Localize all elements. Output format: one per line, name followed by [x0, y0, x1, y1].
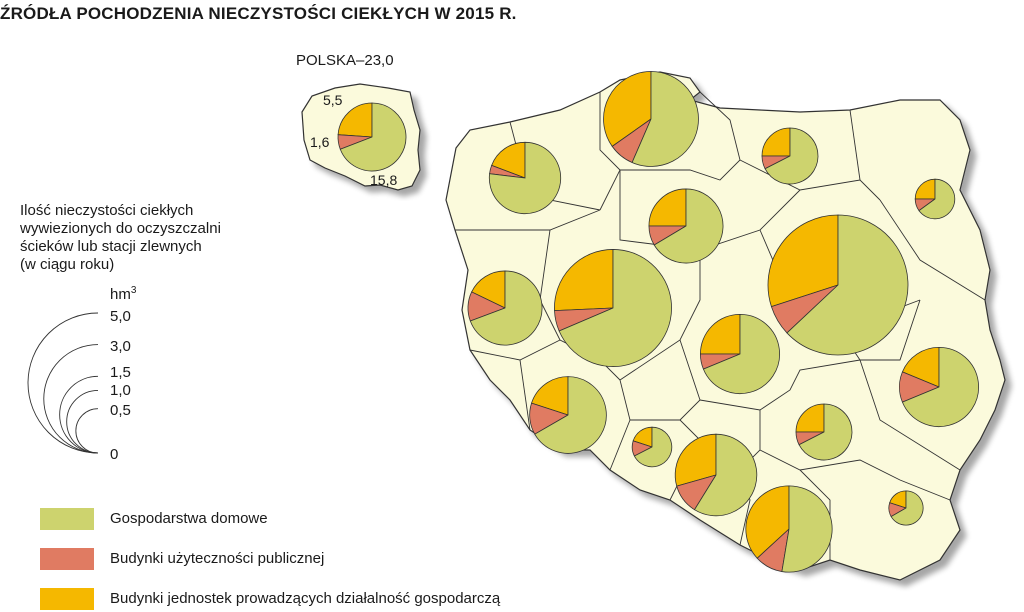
pie-slice-jednostek — [674, 433, 717, 487]
inset-value-gospodarstwa: 15,8 — [370, 172, 398, 188]
scale-title-line: ścieków lub stacji zlewnych — [20, 238, 202, 255]
scale-label: 1,5 — [110, 364, 131, 381]
scale-label: 0,5 — [110, 402, 131, 419]
pie-region — [488, 141, 562, 215]
scale-unit: hm3 — [110, 285, 136, 303]
pie-region — [674, 433, 758, 517]
pie-slice-jednostek — [761, 127, 791, 157]
pie-slice-jednostek — [554, 249, 614, 312]
size-scale — [27, 312, 99, 454]
pie-slice-jednostek — [901, 347, 940, 388]
pie-slice-gospodarstwa — [890, 490, 924, 526]
pie-slice-gospodarstwa — [702, 314, 780, 394]
pie-slice-jednostek — [531, 376, 569, 416]
scale-unit-text: hm — [110, 286, 131, 303]
pie-region — [914, 178, 956, 220]
scale-title-line: Ilość nieczystości ciekłych — [20, 202, 194, 219]
pie-slice-gospodarstwa — [488, 141, 562, 215]
legend-label: Gospodarstwa domowe — [110, 510, 268, 527]
pie-slice-gospodarstwa — [633, 426, 673, 468]
scale-label: 3,0 — [110, 338, 131, 355]
pie-region — [745, 485, 833, 573]
pie-region — [700, 314, 780, 394]
pie-region — [899, 347, 979, 427]
scale-label: 5,0 — [110, 308, 131, 325]
pie-slice-jednostek — [914, 178, 936, 200]
scale-circle — [59, 375, 99, 454]
inset-value-budynki-jednostek: 5,5 — [323, 92, 343, 108]
pie-slice-gospodarstwa — [781, 485, 833, 573]
pie-region — [529, 376, 607, 454]
pie-slice-jednostek — [648, 188, 687, 227]
legend-swatch — [40, 548, 94, 570]
pie-slice-jednostek — [795, 403, 825, 433]
pie-slice-jednostek — [471, 270, 506, 309]
pie-slice-gospodarstwa — [764, 127, 819, 185]
pie-region — [888, 490, 924, 526]
pie-slice-jednostek — [603, 71, 652, 147]
scale-label: 1,0 — [110, 382, 131, 399]
pie-region — [795, 403, 853, 461]
legend-label: Budynki jednostek prowadzących działalno… — [110, 590, 501, 607]
pie-slice-gospodarstwa — [693, 433, 758, 517]
pie-slice-gospodarstwa — [631, 71, 699, 167]
legend-swatch — [40, 508, 94, 530]
pie-slice-gospodarstwa — [558, 249, 672, 367]
scale-title-line: (w ciągu roku) — [20, 256, 115, 273]
scale-label: 0 — [110, 446, 119, 463]
pie-slice-jednostek — [700, 314, 741, 355]
pie-slice-jednostek — [337, 102, 373, 138]
scale-circle — [75, 408, 99, 454]
pie-slice-gospodarstwa — [339, 102, 407, 172]
pie-region — [631, 426, 673, 468]
inset-label: POLSKA–23,0 — [296, 52, 394, 69]
map-title: ŹRÓDŁA POCHODZENIA NIECZYSTOŚCI CIEKŁYCH… — [0, 4, 517, 23]
scale-circle — [27, 312, 99, 454]
scale-title-line: wywiezionych do oczyszczalni — [20, 220, 221, 237]
pie-region — [467, 270, 543, 346]
pie-region — [648, 188, 724, 264]
pie-slice-jednostek — [745, 485, 790, 559]
pie-poland-total — [337, 102, 407, 172]
pie-charts — [337, 71, 979, 573]
pie-slice-gospodarstwa — [653, 188, 724, 264]
pie-slice-gospodarstwa — [786, 214, 909, 356]
pie-region — [603, 71, 699, 167]
pie-slice-gospodarstwa — [901, 347, 979, 427]
pie-slice-gospodarstwa — [798, 403, 853, 461]
scale-unit-exponent: 3 — [130, 285, 137, 296]
scale-title: Ilość nieczystości ciekłych wywiezionych… — [20, 202, 270, 274]
pie-region — [767, 214, 909, 356]
scale-circle — [66, 389, 99, 454]
legend-label: Budynki użyteczności publicznej — [110, 550, 325, 567]
pie-slice-jednostek — [491, 141, 526, 179]
pie-slice-gospodarstwa — [469, 270, 543, 346]
legend-swatch — [40, 588, 94, 610]
pie-slice-gospodarstwa — [918, 178, 956, 220]
pie-region — [554, 249, 672, 367]
pie-slice-gospodarstwa — [534, 376, 607, 454]
inset-value-budynki-uzytecznosci: 1,6 — [310, 134, 330, 150]
pie-region — [761, 127, 819, 185]
pie-slice-jednostek — [767, 214, 839, 308]
scale-circle — [43, 344, 99, 454]
